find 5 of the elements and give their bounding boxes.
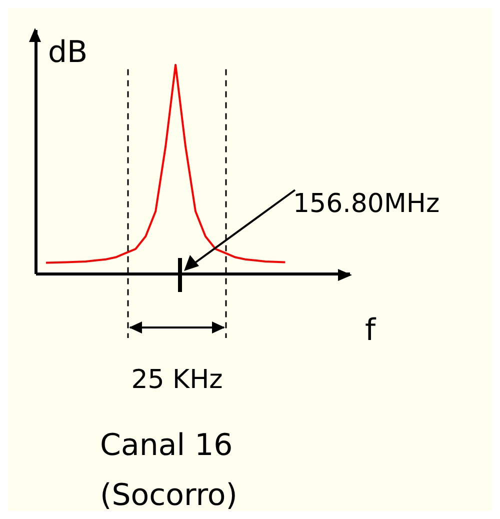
text: 156.80MHz — [293, 189, 440, 219]
text: 25 KHz — [131, 365, 223, 395]
x-axis-title: f — [365, 313, 377, 348]
y-axis-title: dB — [48, 35, 88, 70]
text: Canal 16 (Socorro) — [100, 428, 238, 513]
